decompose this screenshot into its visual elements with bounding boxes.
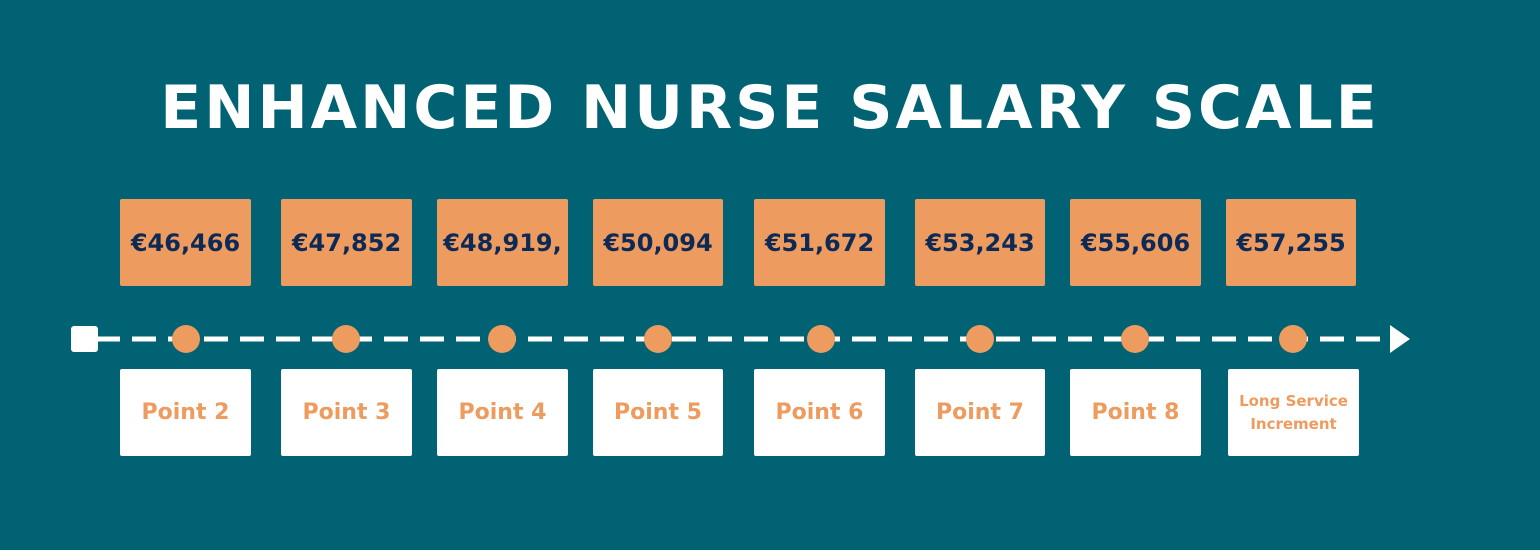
salary-box-point-6: €51,672	[754, 199, 885, 286]
point-label-2: Point 2	[120, 369, 251, 456]
timeline-dot-8	[1279, 325, 1307, 353]
salary-box-point-3: €47,852	[281, 199, 412, 286]
point-label-4: Point 4	[437, 369, 568, 456]
point-label-3: Point 3	[281, 369, 412, 456]
salary-box-long-service: €57,255	[1226, 199, 1356, 286]
timeline-dot-7	[1121, 325, 1149, 353]
timeline-end-arrow	[1390, 325, 1410, 353]
point-label-8: Point 8	[1070, 369, 1201, 456]
salary-box-point-8: €55,606	[1070, 199, 1201, 286]
timeline-dot-5	[807, 325, 835, 353]
salary-box-point-5: €50,094	[593, 199, 723, 286]
page-title: ENHANCED NURSE SALARY SCALE	[160, 73, 1380, 143]
salary-box-point-4: €48,919,	[437, 199, 568, 286]
timeline-dot-4	[644, 325, 672, 353]
salary-box-point-7: €53,243	[915, 199, 1045, 286]
point-label-7: Point 7	[915, 369, 1045, 456]
point-label-long-service: Long Service Increment	[1228, 369, 1359, 456]
point-label-5: Point 5	[593, 369, 723, 456]
point-label-6: Point 6	[754, 369, 885, 456]
timeline-dot-3	[488, 325, 516, 353]
timeline-dot-1	[172, 325, 200, 353]
timeline-dot-6	[966, 325, 994, 353]
timeline-start-marker	[71, 326, 98, 352]
timeline-dot-2	[332, 325, 360, 353]
salary-box-point-2: €46,466	[120, 199, 251, 286]
